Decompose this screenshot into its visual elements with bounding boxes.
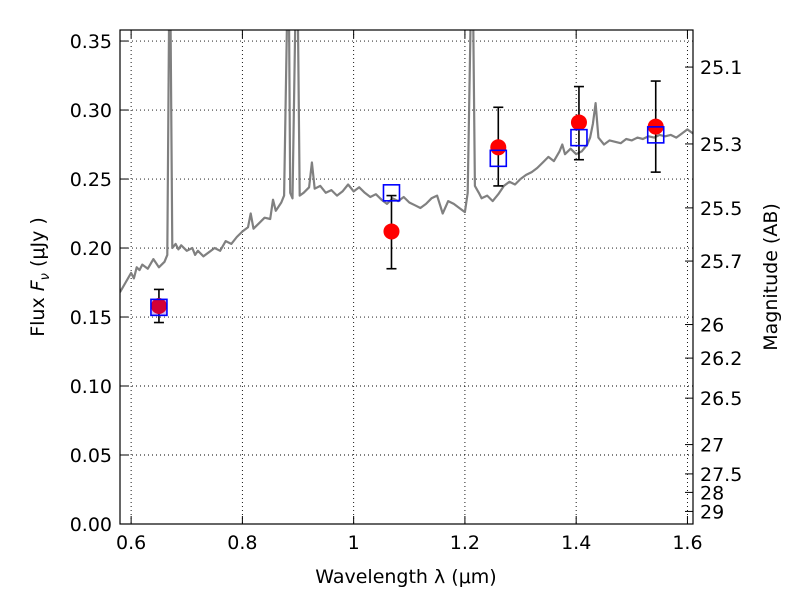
model-photometry-point [150, 298, 168, 317]
y2-tick-label: 25.5 [700, 198, 742, 220]
y-axis-label-suffix: (μJy ) [27, 217, 49, 273]
observed-point [150, 297, 167, 314]
y2-tick-label: 25.1 [700, 57, 742, 79]
x-tick-label: 0.6 [116, 532, 146, 554]
plot-area [120, 30, 693, 324]
x-tick-label: 0.8 [227, 532, 257, 554]
y2-axis-label: Magnitude (AB) [760, 203, 782, 351]
model-photometry-point [382, 184, 401, 202]
y-tick-label: 0.30 [70, 100, 112, 122]
model-photometry-point [570, 128, 588, 147]
spectrum-line [120, 30, 693, 293]
y2-tick-label: 27.5 [700, 464, 742, 486]
x-tick-label: 1.2 [450, 532, 480, 554]
x-axis-label: Wavelength λ (μm) [315, 566, 496, 588]
y-axis-label-prefix: Flux [27, 291, 49, 337]
y-axis-label-symbol: F [27, 279, 49, 291]
y-tick-label: 0.05 [70, 445, 112, 467]
y2-tick-label: 29 [700, 501, 724, 523]
x-axis: 0.6 0.8 1 1.2 1.4 1.6 [116, 30, 703, 554]
y2-tick-label: 28 [700, 482, 724, 504]
y-tick-label: 0.00 [70, 514, 112, 536]
y2-tick-label: 27 [700, 435, 724, 457]
model-photometry-point [646, 126, 665, 144]
y2-tick-label: 26 [700, 315, 724, 337]
y-tick-label: 0.20 [70, 238, 112, 260]
observed-point [570, 114, 587, 131]
y-tick-label: 0.15 [70, 307, 112, 329]
y-tick-label: 0.35 [70, 31, 112, 53]
observed-point [383, 223, 400, 240]
y-tick-label: 0.25 [70, 169, 112, 191]
x-tick-label: 1.4 [561, 532, 591, 554]
model-photometry-point [489, 149, 508, 168]
y-axis-label: Flux Fν (μJy ) [27, 217, 53, 337]
y2-tick-label: 26.2 [700, 348, 742, 370]
x-tick-label: 1.6 [672, 532, 702, 554]
y-tick-label: 0.10 [70, 376, 112, 398]
y2-tick-label: 25.7 [700, 251, 742, 273]
x-tick-label: 1 [348, 532, 360, 554]
y-axis: 0.00 0.05 0.10 0.15 0.20 0.25 0.30 0.35 [70, 31, 128, 536]
y-axis-label-subscript: ν [38, 273, 53, 280]
y2-tick-label: 26.5 [700, 388, 742, 410]
observed-point [490, 139, 507, 156]
plot-frame [119, 29, 694, 525]
y2-tick-label: 25.3 [700, 134, 742, 156]
